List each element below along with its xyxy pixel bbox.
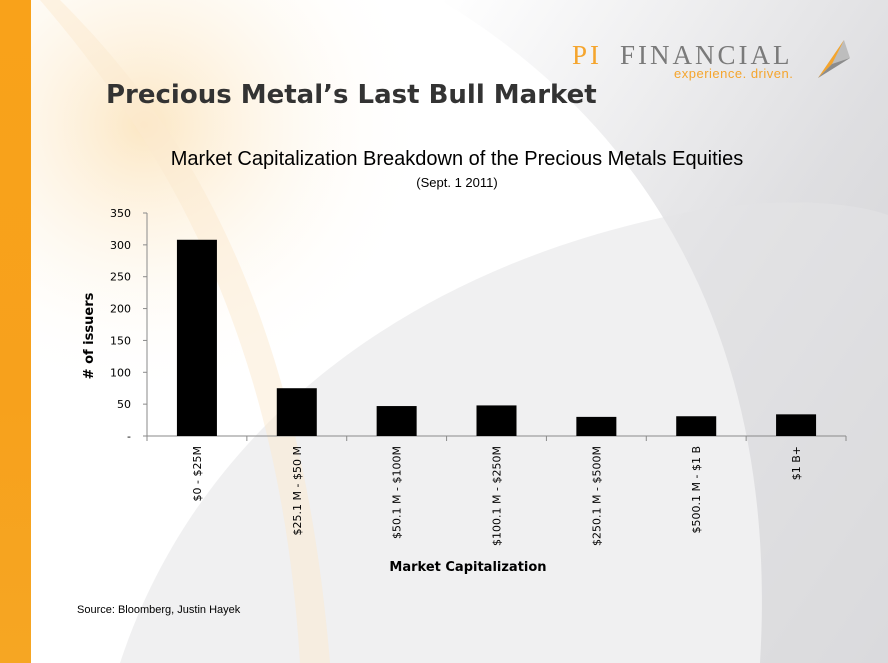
chart-title: Market Capitalization Breakdown of the P… [170,148,744,170]
y-tick-label: 350 [110,207,131,220]
source-note: Source: Bloomberg, Justin Hayek [77,604,241,616]
bar [276,388,317,436]
bar [576,416,617,436]
bar [176,239,217,436]
logo-name-part1: PI [572,40,603,70]
x-tick-label: $500.1 M - $1 B [690,446,703,533]
bar-series [176,239,817,436]
accent-side-bar [0,0,31,663]
y-tick-label: 100 [110,366,131,379]
pi-financial-logo-icon [818,40,850,78]
y-tick-label: 50 [117,398,131,411]
x-tick-label: $0 - $25M [191,446,204,501]
x-tick-label: $100.1 M - $250M [491,446,504,546]
bar [476,405,517,436]
x-tick-label: $250.1 M - $500M [590,446,603,546]
chart-subtitle: (Sept. 1 2011) [416,175,498,190]
bar [676,416,717,436]
y-tick-label: - [127,430,131,443]
x-tick-label: $25.1 M - $50 M [291,446,304,535]
pi-financial-logo: PI FINANCIAL experience. driven. [572,40,862,90]
y-axis: - 50 100 150 200 250 300 350 [110,207,148,443]
slide-title: Precious Metal’s Last Bull Market [106,80,597,110]
y-tick-label: 250 [110,271,131,284]
bar [376,406,417,436]
x-axis-label: Market Capitalization [389,560,546,575]
y-axis-label: # of issuers [82,292,97,379]
y-tick-label: 150 [110,334,131,347]
x-tick-label: $50.1 M - $100M [391,446,404,539]
y-tick-label: 300 [110,239,131,252]
x-axis: $0 - $25M $25.1 M - $50 M $50.1 M - $100M $… [146,435,847,546]
y-tick-label: 200 [110,303,131,316]
bar [776,414,817,436]
x-tick-label: $1 B+ [790,446,803,480]
logo-name-part2: FINANCIAL [620,40,793,70]
logo-tagline: experience. driven. [674,66,794,81]
